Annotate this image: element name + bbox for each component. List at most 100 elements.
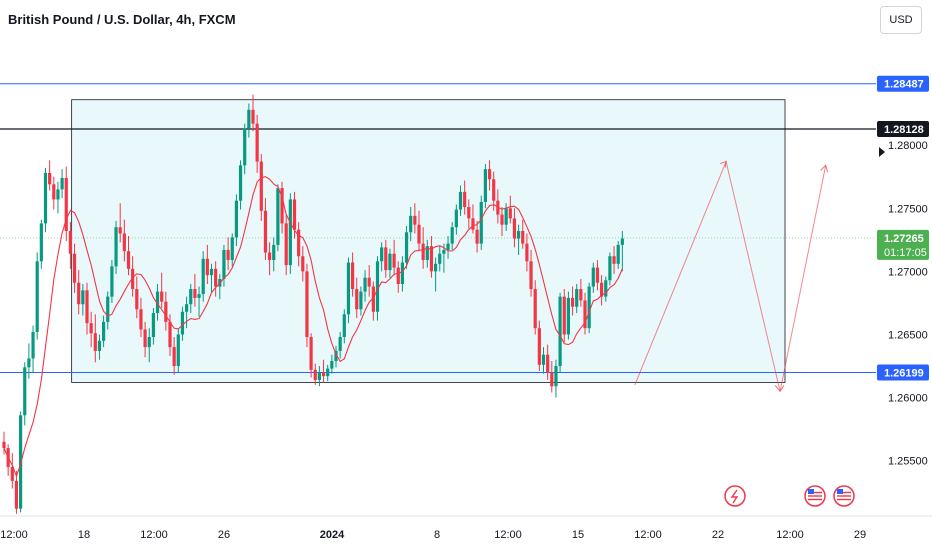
candle-body [541, 354, 546, 365]
candle-body [500, 214, 504, 225]
candle-body [110, 266, 114, 297]
candle-body [404, 232, 409, 263]
candle-body [355, 289, 359, 310]
candle-body [280, 188, 284, 224]
candle-body [85, 290, 89, 324]
x-tick-label: 15 [572, 529, 584, 541]
forecast-arrow [719, 160, 727, 168]
candle-body [450, 227, 454, 244]
candle-body [31, 331, 35, 359]
candle-body [380, 247, 384, 262]
forecast-arrow [820, 164, 829, 173]
candle-body [205, 258, 209, 276]
candle-body [284, 223, 288, 266]
candle-body [135, 289, 139, 310]
candle-body [2, 441, 6, 449]
candle-body [131, 268, 135, 290]
candle-body [595, 267, 600, 283]
candle-body [570, 297, 575, 307]
candle-body [97, 340, 102, 351]
candle-body [429, 246, 434, 272]
candle-body [14, 480, 19, 509]
price-label-box [877, 75, 929, 92]
currency-button[interactable]: USD [880, 6, 922, 34]
candle-body [463, 191, 467, 208]
candle-body [180, 311, 185, 335]
price-label-box [877, 229, 929, 260]
candle-body [562, 296, 566, 335]
candle-body [23, 367, 27, 416]
candle-body [27, 358, 31, 368]
candle-body [375, 261, 380, 312]
x-tick-label: 29 [854, 529, 866, 541]
candle-body [309, 337, 313, 370]
candle-body [126, 251, 131, 269]
candle-body [230, 237, 234, 261]
candle-body [508, 208, 512, 219]
candle-body [537, 328, 541, 365]
candle-body [604, 280, 608, 297]
candle-body [579, 289, 583, 301]
candle-body [305, 271, 309, 338]
candle-body [201, 258, 205, 295]
candle-body [400, 262, 404, 285]
candle-body [388, 253, 392, 271]
candle-body [321, 372, 326, 377]
candle-body [68, 230, 72, 254]
candle-body [620, 238, 624, 245]
candle-body [234, 200, 238, 238]
candle-body [39, 223, 43, 262]
candle-body [268, 252, 272, 261]
candle-body [413, 215, 417, 225]
candle-body [525, 243, 529, 262]
candle-body [434, 263, 438, 272]
candle-body [317, 372, 321, 380]
candle-body [272, 244, 276, 261]
candle-body [326, 368, 330, 377]
y-tick-label: 1.27000 [888, 266, 928, 278]
candle-body [297, 229, 301, 257]
candle-body [222, 249, 226, 279]
candle-body [56, 189, 60, 200]
y-tick-label: 1.27500 [888, 203, 928, 215]
candle-body [168, 321, 172, 348]
candle-body [60, 177, 64, 190]
candle-body [521, 230, 525, 244]
candle-body [533, 289, 537, 329]
candle-body [48, 172, 52, 185]
range-box [71, 99, 786, 383]
candle-body [243, 128, 247, 166]
candle-body [209, 268, 214, 276]
candle-body [313, 369, 317, 380]
price-label: 1.27265 [884, 233, 924, 245]
candle-body [392, 253, 396, 268]
candle-body [214, 268, 218, 287]
candle-body [454, 209, 458, 228]
x-tick-label: 12:00 [776, 529, 804, 541]
candle-body [554, 366, 558, 387]
candle-body [529, 261, 533, 290]
candle-body [616, 244, 620, 264]
candle-body [292, 199, 297, 230]
candle-body [550, 372, 554, 387]
symbol-title: British Pound / U.S. Dollar, 4h, FXCM [8, 12, 236, 27]
y-tick-label: 1.28000 [888, 140, 928, 152]
candle-body [446, 243, 450, 250]
candle-body [346, 262, 351, 315]
candle-body [160, 291, 164, 302]
flag-canton [808, 489, 814, 494]
x-tick-label: 18 [78, 529, 90, 541]
candle-body [600, 282, 604, 297]
candle-body [288, 199, 292, 266]
candle-body [517, 230, 521, 239]
candle-body [591, 267, 595, 287]
candle-body [458, 191, 463, 210]
candle-body [475, 229, 479, 244]
candle-body [421, 243, 425, 261]
candle-body [359, 291, 363, 310]
candle-body [247, 109, 251, 129]
candle-body [176, 334, 180, 367]
candle-body [558, 296, 562, 367]
lightning-event-icon [724, 485, 746, 507]
